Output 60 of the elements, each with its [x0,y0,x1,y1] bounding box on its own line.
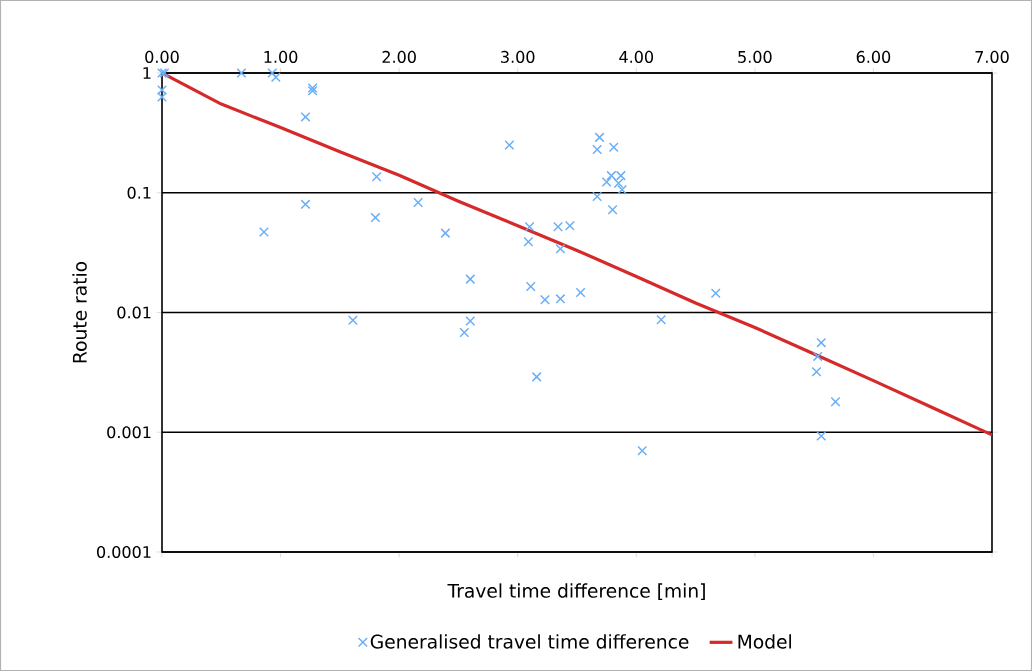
y-tick-label: 1 [143,67,151,79]
point [816,337,827,348]
point [267,68,278,78]
point [613,178,624,189]
x-tick-label: 1.00 [264,50,298,63]
point [555,243,566,254]
point [157,92,167,103]
point [300,199,311,210]
y-tick-label: 0.0001 [97,545,151,559]
point [564,220,575,231]
legend-label: Model [738,634,791,649]
point [594,132,605,143]
point [816,431,827,441]
point [459,327,470,338]
point [617,184,628,195]
point [259,227,269,237]
point [157,85,167,96]
point [465,274,476,285]
point [504,140,515,151]
point [440,228,451,239]
point [601,177,612,187]
point [575,287,586,298]
x-tick-label: 0.00 [145,50,179,63]
point [592,191,603,202]
x-axis-title: Travel time difference [min] [447,583,705,601]
point [300,111,311,122]
point [540,294,550,305]
legend-label: Generalised travel time difference [370,634,689,649]
x-tick-label: 2.00 [382,50,416,63]
x-tick-label: 3.00 [501,50,535,63]
point [236,68,247,78]
point [812,351,823,362]
y-axis-title: Route ratio [72,261,87,363]
point [525,281,536,292]
y-tick-label: 0.001 [107,426,151,439]
point [370,212,381,223]
point [465,315,476,326]
point [531,371,542,382]
point [555,293,566,304]
point [710,288,721,299]
point [637,445,648,456]
x-tick-label: 6.00 [856,50,891,63]
point [270,72,281,83]
x-tick-label: 5.00 [738,50,772,63]
x-tick-label: 7.00 [975,50,1009,63]
y-tick-label: 0.1 [127,186,151,199]
point [608,142,619,153]
point [413,197,424,208]
point [830,396,841,407]
point [811,366,822,377]
y-tick-label: 0.01 [117,306,151,319]
point [592,144,603,155]
point [524,221,535,232]
point [347,315,358,326]
point [656,314,667,325]
point [607,204,618,215]
x-tick-label: 4.00 [619,50,654,63]
point [371,171,382,182]
point [553,221,564,232]
point [523,236,534,247]
